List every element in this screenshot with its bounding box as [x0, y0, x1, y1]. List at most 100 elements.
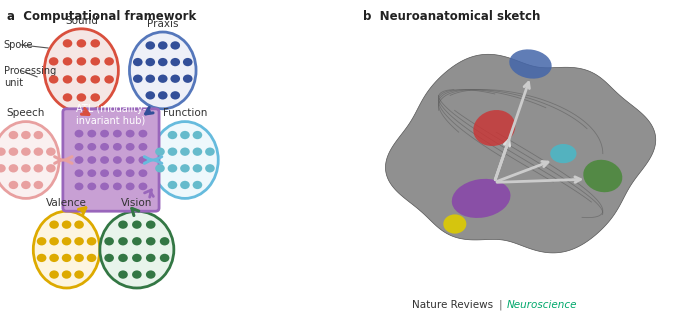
- Circle shape: [49, 237, 59, 245]
- Text: Nature Reviews: Nature Reviews: [412, 300, 493, 310]
- Circle shape: [113, 182, 122, 190]
- Text: Processing
unit: Processing unit: [3, 66, 56, 88]
- Circle shape: [171, 75, 180, 83]
- Circle shape: [138, 130, 147, 138]
- Circle shape: [88, 130, 96, 138]
- Ellipse shape: [509, 49, 551, 79]
- Circle shape: [88, 169, 96, 177]
- Circle shape: [138, 169, 147, 177]
- Ellipse shape: [473, 110, 515, 146]
- Circle shape: [119, 254, 128, 262]
- Circle shape: [87, 237, 97, 245]
- Circle shape: [75, 156, 84, 164]
- Circle shape: [63, 39, 73, 48]
- Text: Spoke: Spoke: [3, 40, 33, 50]
- Ellipse shape: [583, 160, 623, 192]
- FancyBboxPatch shape: [63, 109, 159, 211]
- Ellipse shape: [100, 211, 174, 288]
- Circle shape: [104, 237, 114, 245]
- Circle shape: [37, 254, 47, 262]
- Circle shape: [160, 254, 169, 262]
- Circle shape: [62, 237, 71, 245]
- Circle shape: [74, 270, 84, 279]
- Circle shape: [192, 131, 202, 139]
- Circle shape: [9, 148, 18, 156]
- Text: Praxis: Praxis: [147, 19, 179, 29]
- Circle shape: [21, 131, 31, 139]
- Text: Function: Function: [163, 108, 207, 118]
- Circle shape: [158, 75, 168, 83]
- Circle shape: [171, 41, 180, 50]
- Circle shape: [75, 143, 84, 151]
- Circle shape: [75, 130, 84, 138]
- Circle shape: [34, 131, 43, 139]
- Circle shape: [100, 130, 109, 138]
- Circle shape: [9, 181, 18, 189]
- Circle shape: [132, 254, 142, 262]
- Circle shape: [104, 254, 114, 262]
- Circle shape: [158, 58, 168, 66]
- Circle shape: [74, 220, 84, 229]
- Circle shape: [155, 148, 165, 156]
- Circle shape: [138, 143, 147, 151]
- Circle shape: [183, 75, 192, 83]
- Circle shape: [49, 220, 59, 229]
- Text: b  Neuroanatomical sketch: b Neuroanatomical sketch: [363, 10, 540, 23]
- Text: Neuroscience: Neuroscience: [507, 300, 577, 310]
- Ellipse shape: [129, 32, 196, 109]
- Ellipse shape: [0, 122, 59, 198]
- Circle shape: [88, 182, 96, 190]
- Circle shape: [145, 41, 155, 50]
- Circle shape: [49, 254, 59, 262]
- Circle shape: [158, 91, 168, 100]
- Text: Sound: Sound: [65, 16, 98, 26]
- Circle shape: [133, 58, 142, 66]
- Circle shape: [49, 57, 58, 66]
- Circle shape: [34, 181, 43, 189]
- Circle shape: [90, 39, 100, 48]
- Circle shape: [133, 75, 142, 83]
- Circle shape: [126, 169, 134, 177]
- Circle shape: [160, 237, 169, 245]
- Circle shape: [146, 254, 155, 262]
- Text: a  Computational framework: a Computational framework: [8, 10, 197, 23]
- Circle shape: [77, 93, 86, 101]
- Circle shape: [168, 148, 177, 156]
- Circle shape: [21, 181, 31, 189]
- Circle shape: [104, 57, 114, 66]
- Circle shape: [46, 164, 55, 172]
- Polygon shape: [386, 54, 656, 253]
- Ellipse shape: [34, 211, 100, 288]
- Circle shape: [90, 75, 100, 84]
- Circle shape: [119, 270, 128, 279]
- Circle shape: [37, 237, 47, 245]
- Circle shape: [90, 57, 100, 66]
- Circle shape: [62, 270, 71, 279]
- Circle shape: [21, 164, 31, 172]
- Circle shape: [113, 143, 122, 151]
- Circle shape: [74, 254, 84, 262]
- Circle shape: [9, 131, 18, 139]
- Circle shape: [77, 39, 86, 48]
- Circle shape: [113, 130, 122, 138]
- Circle shape: [158, 41, 168, 50]
- Circle shape: [77, 57, 86, 66]
- Text: Speech: Speech: [7, 108, 45, 118]
- Circle shape: [63, 93, 73, 101]
- Circle shape: [87, 254, 97, 262]
- Circle shape: [145, 58, 155, 66]
- Circle shape: [0, 148, 5, 156]
- Circle shape: [75, 182, 84, 190]
- Circle shape: [180, 148, 190, 156]
- Text: Valence: Valence: [46, 198, 87, 208]
- Circle shape: [100, 169, 109, 177]
- Circle shape: [113, 156, 122, 164]
- Circle shape: [146, 220, 155, 229]
- Ellipse shape: [151, 122, 219, 198]
- Ellipse shape: [550, 144, 577, 163]
- Circle shape: [75, 169, 84, 177]
- Circle shape: [0, 164, 5, 172]
- Circle shape: [34, 164, 43, 172]
- Circle shape: [90, 93, 100, 101]
- Circle shape: [138, 182, 147, 190]
